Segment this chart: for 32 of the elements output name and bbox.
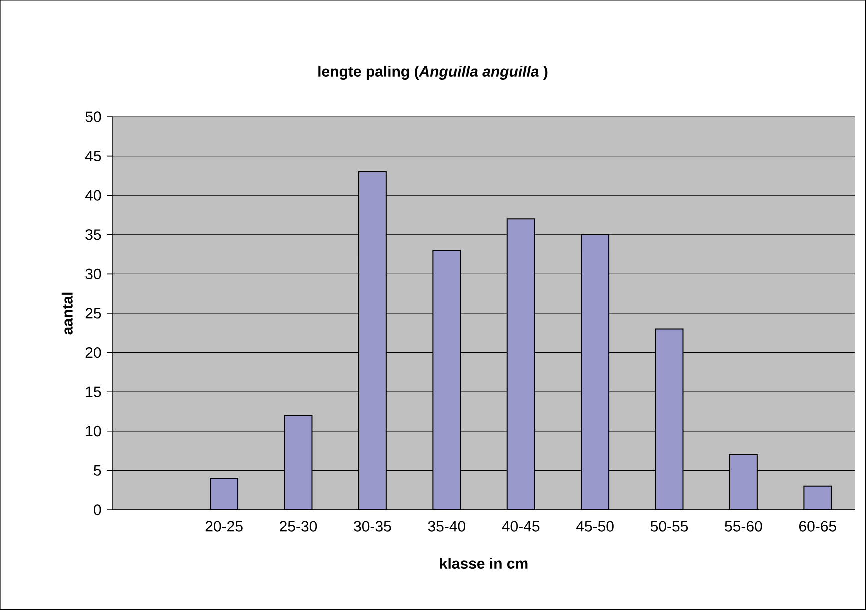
- bar: [506, 218, 536, 510]
- bar: [210, 478, 239, 510]
- x-tick-label: 30-35: [354, 521, 392, 532]
- y-tick-label: 45: [85, 151, 102, 162]
- x-tick-label: 25-30: [280, 521, 318, 532]
- bar: [432, 250, 462, 510]
- bar: [804, 486, 832, 510]
- y-tick-label: 10: [86, 426, 102, 437]
- x-tick-label: 45-50: [576, 521, 614, 532]
- y-tick-label: 25: [86, 308, 102, 319]
- bar: [284, 415, 313, 510]
- bar: [581, 234, 610, 510]
- chart-title: lengte paling (Anguilla anguilla ): [318, 66, 548, 80]
- y-tick-label: 20: [86, 347, 102, 358]
- x-tick-label: 35-40: [428, 521, 466, 532]
- x-axis-title: klasse in cm: [440, 558, 528, 570]
- bar: [729, 454, 758, 510]
- y-tick-label: 50: [86, 112, 102, 122]
- x-tick-label: 55-60: [725, 521, 762, 532]
- x-tick-label: 60-65: [800, 521, 836, 532]
- bar: [655, 328, 684, 510]
- y-tick-label: 35: [86, 230, 102, 240]
- y-tick-label: 15: [86, 386, 102, 398]
- y-tick-label: 40: [85, 190, 102, 201]
- bar: [358, 172, 387, 510]
- y-axis-title: aantal: [62, 292, 73, 335]
- x-tick-label: 50-55: [650, 521, 688, 532]
- x-tick-label: 40-45: [502, 521, 540, 532]
- y-tick-label: 30: [86, 268, 102, 280]
- y-tick-label: 5: [94, 465, 102, 476]
- y-tick-label: 0: [94, 504, 102, 516]
- x-tick-label: 20-25: [206, 521, 243, 532]
